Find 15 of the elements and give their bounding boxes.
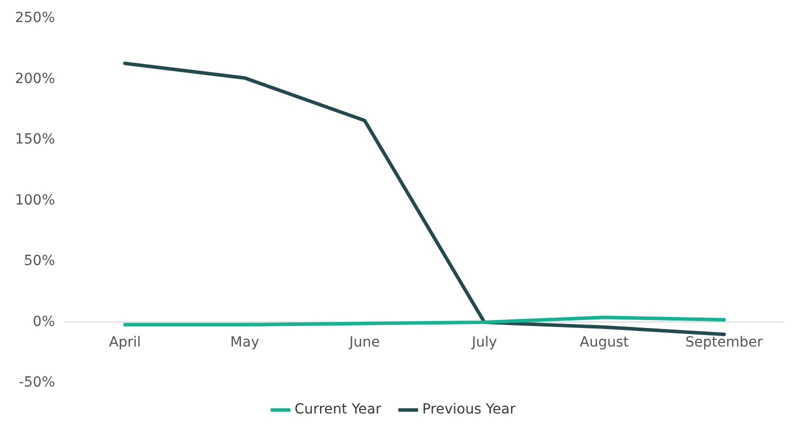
y-tick-label: 150% — [14, 132, 56, 148]
x-tick-label: September — [685, 334, 764, 350]
y-tick-label: 100% — [14, 192, 56, 208]
legend-label: Previous Year — [422, 402, 516, 418]
y-tick-label: 0% — [32, 314, 56, 330]
y-tick-label: 200% — [14, 70, 56, 87]
x-tick-label: July — [470, 334, 498, 350]
y-tick-label: -50% — [18, 374, 56, 391]
x-tick-label: May — [230, 334, 260, 350]
legend-label: Current Year — [294, 402, 382, 418]
x-tick-label: June — [348, 334, 380, 350]
x-tick-label: April — [108, 334, 141, 350]
y-tick-label: 50% — [24, 253, 56, 270]
x-tick-label: August — [580, 334, 630, 350]
y-tick-label: 250% — [14, 10, 56, 26]
